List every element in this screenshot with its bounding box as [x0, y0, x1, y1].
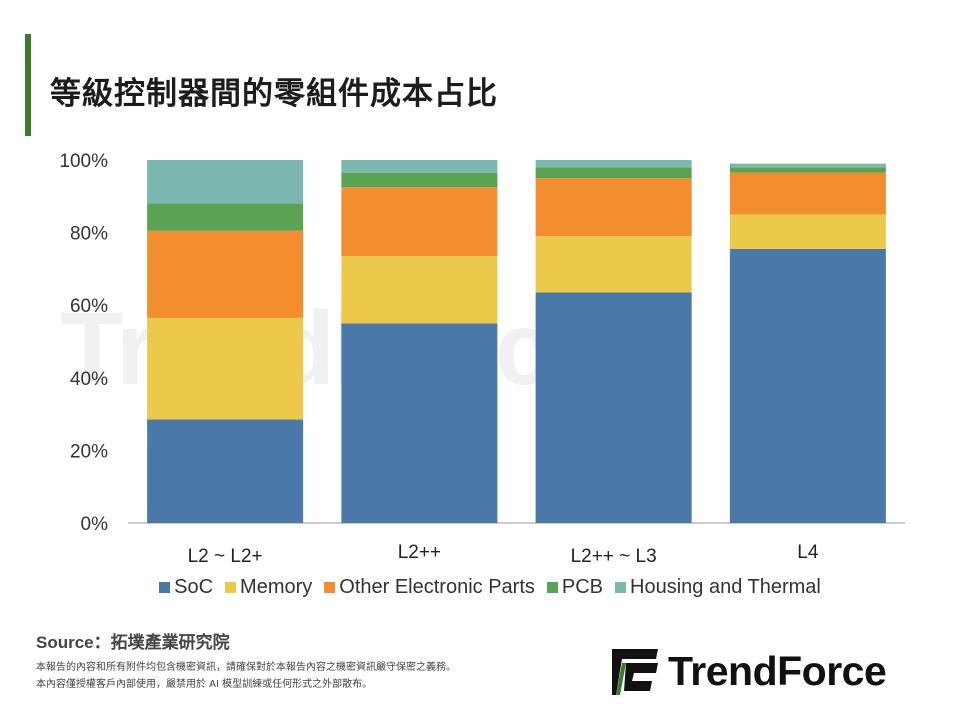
bar-segment-housing [147, 160, 304, 204]
legend-item-other: Other Electronic Parts [324, 576, 535, 599]
source-line: Source：拓墣產業研究院 [36, 628, 230, 653]
category-labels: L2 ~ L2+ L2++ L2++ ~ L3 L4 [188, 542, 819, 567]
legend-swatch [615, 582, 627, 593]
bar-segment-soc [535, 292, 692, 523]
title-accent-bar [25, 34, 31, 136]
y-tick-label: 40% [70, 369, 108, 390]
bar-segment-housing [535, 160, 692, 168]
bar-segment-memory [535, 236, 692, 293]
bar-segment-memory [341, 256, 498, 324]
y-tick-label: 20% [70, 441, 108, 462]
bars-layer [147, 160, 886, 523]
y-tick-label: 80% [70, 224, 108, 245]
bar-segment-memory [147, 317, 304, 420]
source-label: Source： [36, 633, 111, 652]
legend-item-pcb: PCB [546, 576, 604, 599]
category-label: L2++ [398, 542, 441, 563]
y-tick-label: 0% [81, 514, 109, 535]
logo-text: TrendForce [668, 648, 887, 694]
legend-item-memory: Memory [225, 576, 312, 599]
bar-segment-pcb [341, 172, 498, 188]
y-tick-label: 60% [70, 296, 108, 317]
category-label: L4 [797, 542, 819, 563]
bar-segment-memory [729, 214, 886, 249]
chart-legend: SoC Memory Other Electronic Parts PCB Housin… [80, 576, 900, 599]
legend-swatch [546, 582, 558, 593]
legend-label: SoC [174, 576, 214, 598]
source-text: 拓墣產業研究院 [110, 633, 230, 653]
legend-label: Memory [240, 576, 313, 598]
footnote-usage: 本內容僅授權客戶內部使用，嚴禁用於 AI 模型訓練或任何形式之外部散布。 [36, 679, 373, 690]
bar-segment-other [535, 178, 692, 237]
page-title: 等級控制器間的零組件成本占比 [50, 76, 498, 112]
bar-segment-soc [729, 248, 886, 523]
y-tick-labels: 0% 20% 40% 60% 80% 100% [59, 151, 108, 535]
legend-label: Other Electronic Parts [339, 576, 535, 598]
bar-segment-other [729, 172, 886, 215]
legend-label: PCB [561, 576, 604, 598]
legend-swatch [159, 582, 171, 593]
bar-segment-pcb [729, 167, 886, 173]
legend-swatch [324, 582, 336, 593]
bar-segment-soc [147, 419, 304, 523]
legend-swatch [225, 582, 237, 593]
bar-segment-other [341, 187, 498, 257]
category-label: L2 ~ L2+ [188, 546, 263, 567]
legend-item-housing: Housing and Thermal [615, 576, 821, 599]
bar-segment-housing [341, 160, 498, 173]
y-tick-label: 100% [59, 151, 108, 172]
bar-segment-soc [341, 323, 498, 523]
category-label: L2++ ~ L3 [571, 546, 657, 567]
legend-label: Housing and Thermal [630, 576, 821, 598]
bar-segment-other [147, 230, 304, 318]
legend-item-soc: SoC [159, 576, 213, 599]
trendforce-logo: TrendForce [612, 648, 887, 695]
bar-segment-housing [729, 163, 886, 168]
footnote-confidential: 本報告的內容和所有附件均包含機密資訊，請確保對於本報告內容之機密資訊嚴守保密之義… [36, 662, 456, 673]
bar-segment-pcb [535, 167, 692, 179]
stacked-bar-chart: 0% 20% 40% 60% 80% 100% L2 ~ L2+ L2++ L2++ ~ L3… [59, 151, 905, 567]
trendforce-logo-icon [612, 648, 658, 695]
bar-segment-pcb [147, 203, 304, 231]
